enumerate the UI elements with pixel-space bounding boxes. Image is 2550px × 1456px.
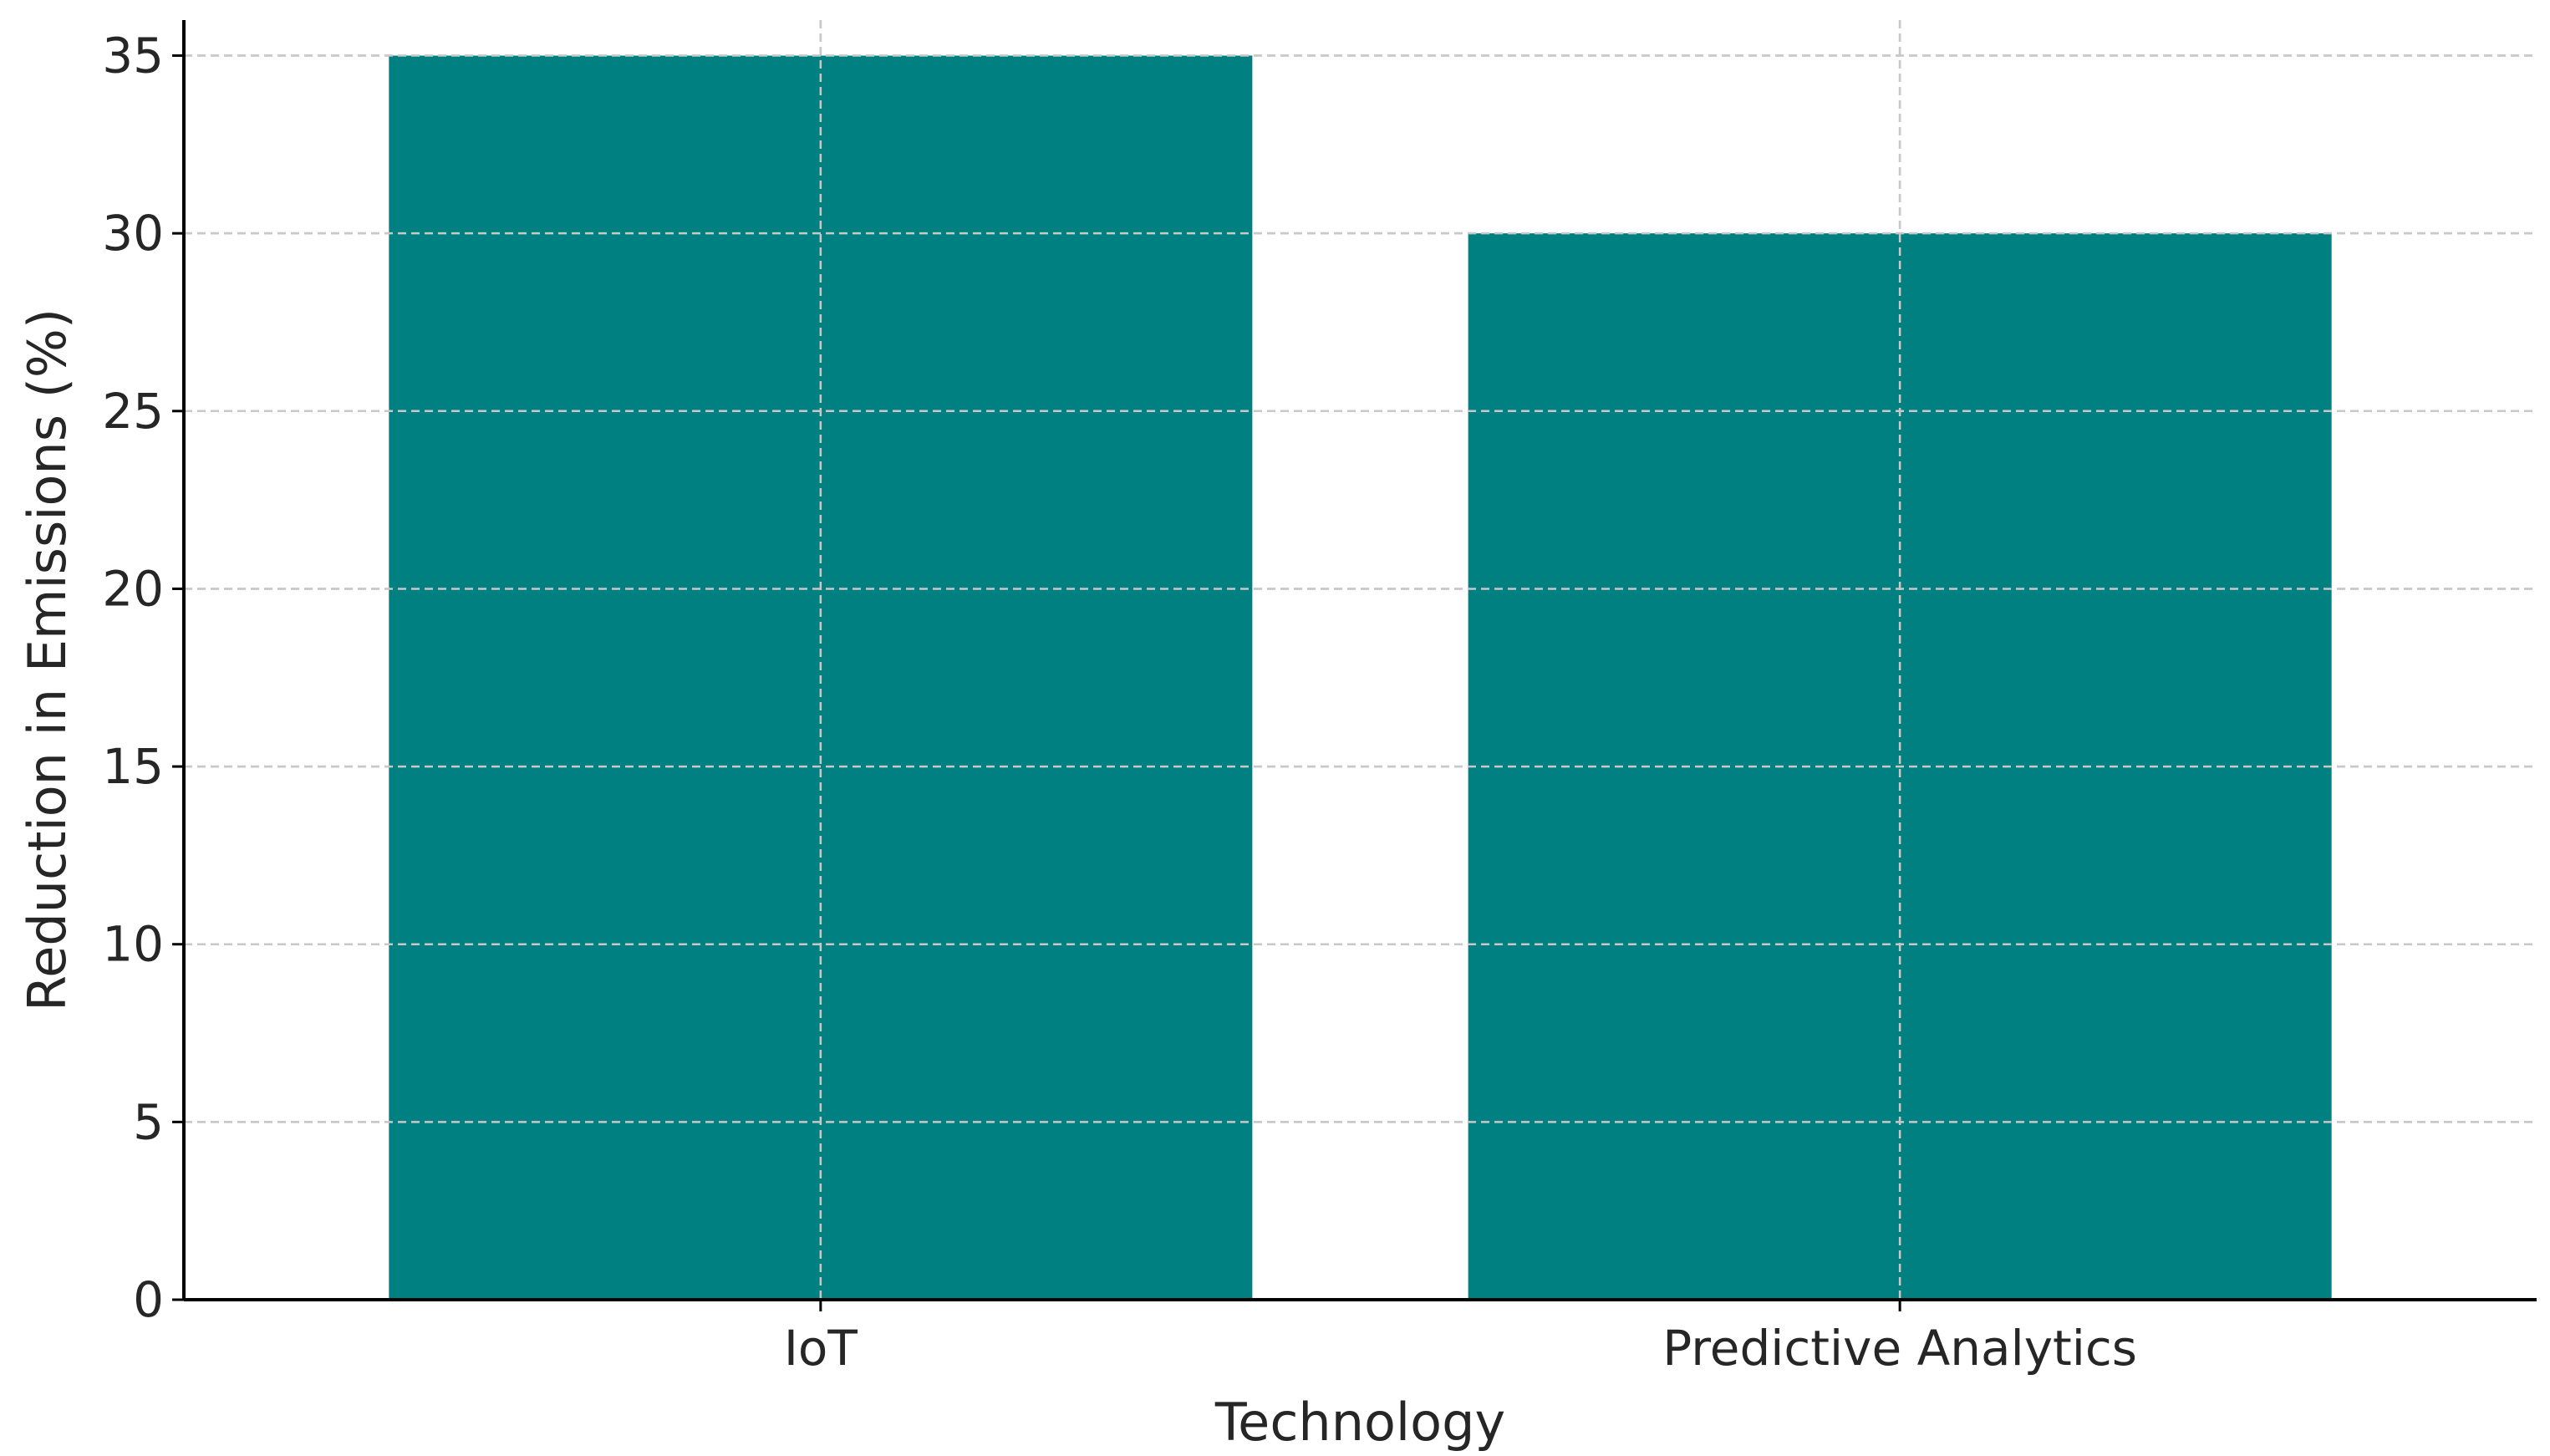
tick-labels: 0 5 10 15 20 25 30 35 IoT Predictive Analytics (102, 28, 2137, 1377)
axes (172, 20, 2537, 1311)
x-axis-label: Technology (1214, 1392, 1505, 1453)
y-tick-label: 15 (102, 738, 164, 795)
y-tick-label: 25 (102, 383, 164, 440)
bars (184, 20, 2537, 1301)
y-tick-label: 35 (102, 28, 164, 84)
y-tick-label: 20 (102, 560, 164, 617)
y-tick-label: 30 (102, 205, 164, 262)
x-tick-label: Predictive Analytics (1662, 1320, 2137, 1377)
y-tick-label: 0 (133, 1271, 164, 1328)
y-tick-label: 5 (133, 1093, 164, 1150)
y-tick-label: 10 (102, 916, 164, 973)
x-tick-label: IoT (784, 1320, 858, 1377)
y-axis-label: Reduction in Emissions (%) (17, 308, 78, 1011)
